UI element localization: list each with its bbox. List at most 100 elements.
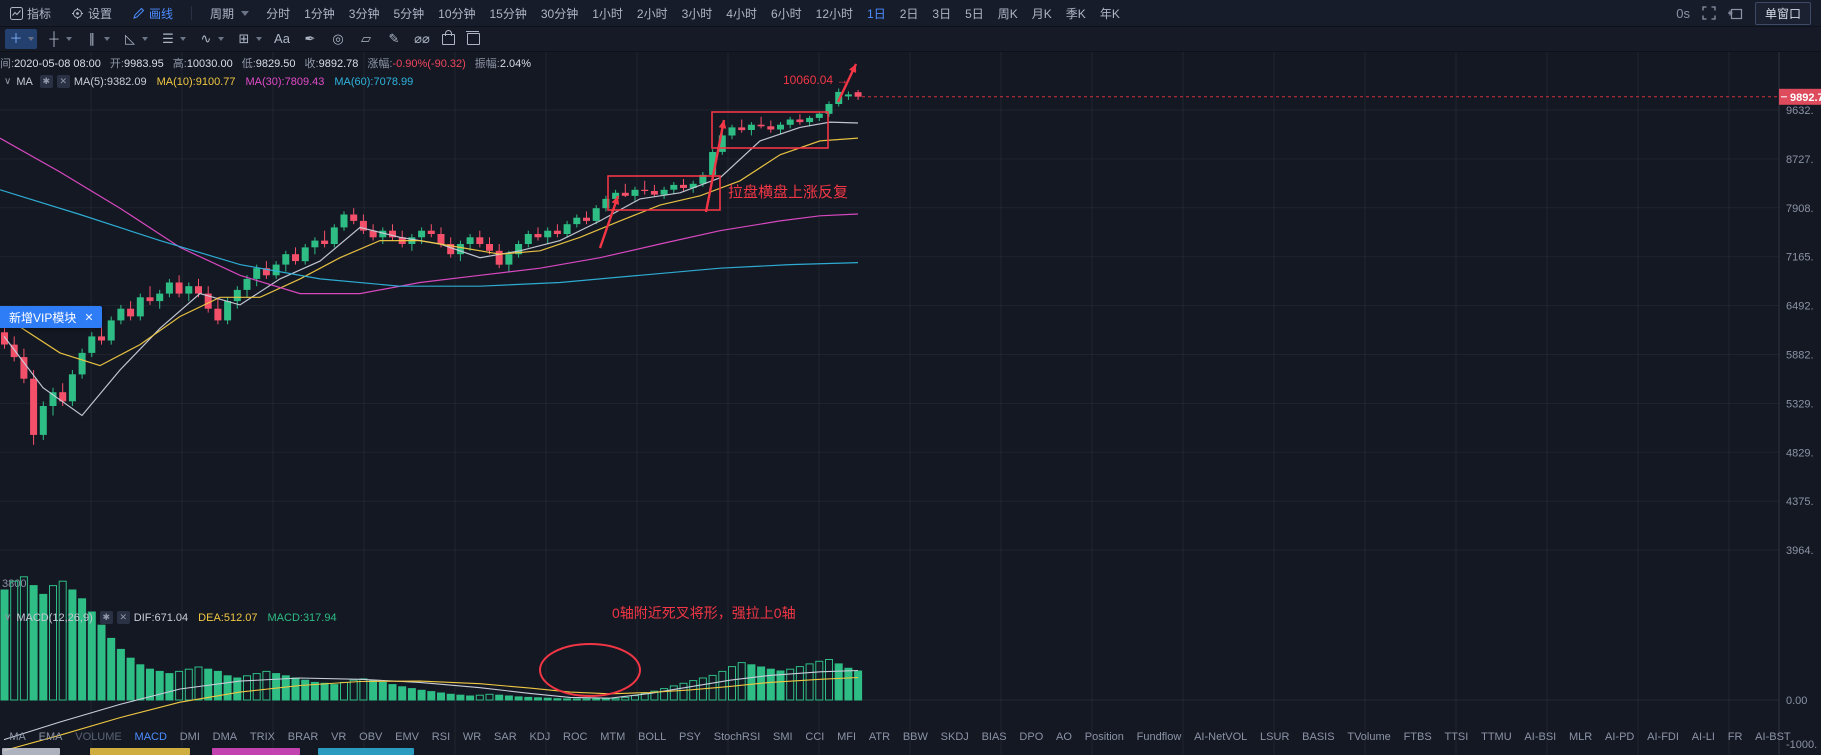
single-window-button[interactable]: 单窗口 [1754, 1, 1811, 25]
timeframe-季K[interactable]: 季K [1065, 6, 1086, 21]
tab-cci[interactable]: CCI [805, 730, 825, 743]
rings-tool[interactable]: ◎ [327, 29, 349, 49]
tab-ma[interactable]: MA [9, 730, 26, 743]
timeframe-5日[interactable]: 5日 [965, 6, 984, 21]
timeframe-15分钟[interactable]: 15分钟 [489, 6, 527, 21]
tab-obv[interactable]: OBV [359, 730, 383, 743]
line-tool[interactable]: ┼ [43, 29, 75, 49]
timeframe-3日[interactable]: 3日 [932, 6, 952, 21]
tab-lsur[interactable]: LSUR [1260, 730, 1290, 743]
timeframe-10分钟[interactable]: 10分钟 [438, 6, 476, 21]
timeframe-1小时[interactable]: 1小时 [592, 6, 623, 21]
timeframe-30分钟[interactable]: 30分钟 [540, 6, 579, 21]
timeframe-3小时[interactable]: 3小时 [681, 6, 713, 21]
tab-ttmu[interactable]: TTMU [1481, 730, 1512, 743]
tab-mlr[interactable]: MLR [1569, 730, 1593, 743]
tab-skdj[interactable]: SKDJ [940, 730, 969, 743]
tab-ai-li[interactable]: AI-LI [1691, 730, 1715, 743]
tab-ftbs[interactable]: FTBS [1403, 730, 1432, 743]
tab-bbw[interactable]: BBW [902, 730, 928, 743]
tab-mfi[interactable]: MFI [837, 730, 857, 743]
timeframe-月K[interactable]: 月K [1031, 6, 1052, 21]
tab-emv[interactable]: EMV [395, 730, 420, 743]
lock-tool[interactable] [439, 29, 458, 49]
tab-ema[interactable]: EMA [38, 730, 63, 743]
tab-position[interactable]: Position [1084, 730, 1124, 743]
macd-settings-icon[interactable]: ✱ [99, 611, 113, 624]
brush-tool[interactable]: ✒ [299, 29, 321, 49]
angle-tool[interactable]: ◺ [119, 29, 151, 49]
timeframe-2小时[interactable]: 2小时 [636, 6, 668, 21]
tab-wr[interactable]: WR [462, 730, 482, 743]
ma-settings-icon[interactable]: ✱ [39, 75, 53, 88]
tab-roc[interactable]: ROC [563, 730, 588, 743]
tab-atr[interactable]: ATR [868, 730, 891, 743]
shape-tool[interactable]: ⊞ [233, 29, 265, 49]
wave-tool[interactable]: ∿ [195, 29, 227, 49]
collapse-chevron-icon[interactable]: ∨ [4, 612, 12, 623]
tab-trix[interactable]: TRIX [249, 730, 275, 743]
macd-close-icon[interactable]: ✕ [116, 611, 130, 624]
timeframe-6小时[interactable]: 6小时 [770, 6, 802, 21]
tab-ai-bst[interactable]: AI-BST [1755, 730, 1791, 743]
tab-ai-netvol[interactable]: AI-NetVOL [1194, 730, 1248, 743]
channel-tool[interactable]: ∥ [81, 29, 113, 49]
vip-badge-label: 新增VIP模块 [9, 310, 77, 325]
trash-tool[interactable] [464, 29, 483, 49]
add-window-icon[interactable] [1727, 6, 1743, 20]
timeframe-2日[interactable]: 2日 [899, 6, 919, 21]
timeframe-1分钟[interactable]: 1分钟 [304, 6, 335, 21]
tab-boll[interactable]: BOLL [638, 730, 667, 743]
tab-dmi[interactable]: DMI [179, 730, 200, 743]
period-dropdown[interactable]: 周期 [200, 0, 259, 26]
tab-volume[interactable]: VOLUME [75, 730, 122, 743]
tab-ai-fdi[interactable]: AI-FDI [1647, 730, 1679, 743]
collapse-chevron-icon[interactable]: ∨ [4, 76, 12, 87]
tab-tvolume[interactable]: TVolume [1347, 730, 1391, 743]
timeframe-12小时[interactable]: 12小时 [815, 6, 854, 21]
tab-bias[interactable]: BIAS [981, 730, 1007, 743]
hide-drawings-tool[interactable]: ⌀⌀ [411, 29, 433, 49]
ma-legend-title: MA [16, 75, 33, 88]
crosshair-tool[interactable]: ＋ [5, 29, 37, 49]
tab-ai-pd[interactable]: AI-PD [1605, 730, 1635, 743]
tab-ttsi[interactable]: TTSI [1444, 730, 1469, 743]
chevron-down-icon [142, 37, 148, 41]
tab-dma[interactable]: DMA [212, 730, 238, 743]
vip-module-badge[interactable]: 新增VIP模块 ✕ [0, 306, 102, 328]
close-icon[interactable]: ✕ [84, 311, 94, 324]
fullscreen-icon[interactable] [1702, 6, 1716, 20]
timeframe-5分钟[interactable]: 5分钟 [393, 6, 425, 21]
tab-dpo[interactable]: DPO [1019, 730, 1044, 743]
timeframe-1日[interactable]: 1日 [867, 6, 886, 21]
timeframe-4小时[interactable]: 4小时 [726, 6, 757, 21]
ma-close-icon[interactable]: ✕ [56, 75, 70, 88]
tab-vr[interactable]: VR [331, 730, 347, 743]
tab-brar[interactable]: BRAR [287, 730, 319, 743]
tab-sar[interactable]: SAR [494, 730, 517, 743]
tab-ao[interactable]: AO [1056, 730, 1072, 743]
horizontal-line-tool[interactable]: ☰ [157, 29, 189, 49]
timeframe-周K[interactable]: 周K [997, 6, 1018, 21]
tab-stochrsi[interactable]: StochRSI [713, 730, 761, 743]
eraser-tool[interactable]: ▱ [355, 29, 377, 49]
settings-button[interactable]: 设置 [61, 0, 122, 26]
tab-rsi[interactable]: RSI [431, 730, 451, 743]
tab-fr[interactable]: FR [1727, 730, 1743, 743]
timeframe-分时[interactable]: 分时 [266, 6, 291, 21]
tab-kdj[interactable]: KDJ [529, 730, 551, 743]
tab-smi[interactable]: SMI [773, 730, 793, 743]
tab-psy[interactable]: PSY [678, 730, 701, 743]
draw-line-button[interactable]: 画线 [122, 0, 183, 26]
tab-basis[interactable]: BASIS [1302, 730, 1335, 743]
indicator-button[interactable]: 指标 [0, 0, 61, 26]
text-tool[interactable]: Aa [271, 29, 293, 49]
tab-fundflow[interactable]: Fundflow [1136, 730, 1182, 743]
tab-macd[interactable]: MACD [134, 730, 167, 743]
timeframe-3分钟[interactable]: 3分钟 [348, 6, 380, 21]
tab-ai-bsi[interactable]: AI-BSI [1524, 730, 1557, 743]
tab-mtm[interactable]: MTM [600, 730, 626, 743]
timeframe-年K[interactable]: 年K [1099, 6, 1120, 21]
continuous-draw-tool[interactable]: ✎ [383, 29, 405, 49]
